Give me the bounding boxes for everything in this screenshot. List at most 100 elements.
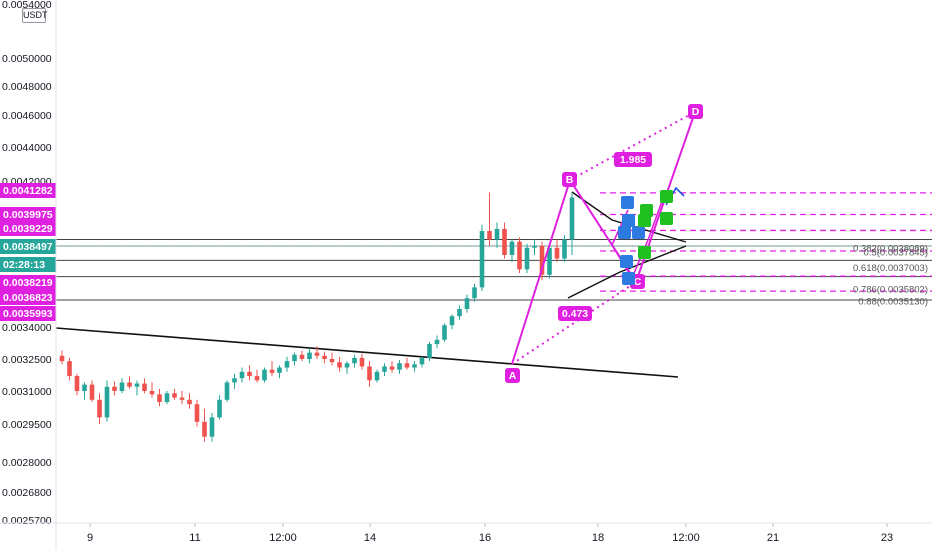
harmonic-pattern: A B C D 0.473 1.985: [505, 104, 703, 383]
candle-body: [119, 382, 125, 391]
x-axis-ticks: 9 11 12:00 14 16 18 12:00 21 23: [87, 523, 893, 544]
candle-body: [502, 228, 507, 255]
candle-body: [127, 382, 132, 387]
candle-body: [509, 241, 515, 255]
y-tick-label: 0.0028000: [2, 457, 52, 469]
candle-body: [562, 239, 567, 259]
candle-body: [59, 355, 65, 362]
pattern-marker: [660, 190, 673, 203]
fibonacci-levels: 0.382(0.0038089)0.5(0.0037845) 0.618(0.00…: [600, 192, 932, 308]
pattern-marker: [622, 272, 635, 285]
candle-body: [194, 404, 200, 422]
candle-body: [232, 378, 237, 383]
wedge-lower-line: [567, 245, 687, 299]
price-tag-box: [0, 183, 56, 198]
candle-body: [67, 361, 72, 377]
candle-body: [314, 352, 320, 356]
candle-body: [217, 399, 222, 418]
pattern-marker: [638, 214, 651, 227]
y-tick-label: 0.0034000: [2, 322, 52, 334]
x-tick-label: 12:00: [672, 532, 700, 544]
price-tag-box: [0, 221, 56, 236]
candle-body: [247, 371, 252, 377]
x-tick-label: 21: [767, 532, 779, 544]
candle-body: [457, 308, 462, 317]
candlestick-series: [59, 192, 575, 442]
pattern-marker: [632, 226, 645, 239]
candle-body: [442, 325, 447, 340]
y-tick-label: 0.0032500: [2, 354, 52, 366]
y-tick-label: 0.0050000: [2, 53, 52, 65]
y-tick-label: 0.0026800: [2, 487, 52, 499]
pattern-marker: [622, 214, 635, 227]
candle-body: [269, 369, 275, 373]
price-tag-label: 0.0035993: [3, 308, 53, 320]
x-tick-label: 9: [87, 532, 93, 544]
candle-body: [374, 371, 380, 381]
descending-trendline: [55, 327, 679, 378]
fib-level-label: 0.88(0.0035130): [858, 297, 928, 308]
candle-body: [532, 245, 537, 248]
y-tick-label: 0.0054000: [2, 0, 52, 11]
candle-body: [82, 384, 87, 391]
y-tick-label: 0.0029500: [2, 419, 52, 431]
candle-body: [569, 197, 575, 240]
candle-body: [389, 366, 395, 370]
pattern-point-b: B: [566, 174, 574, 186]
candle-body: [97, 399, 102, 418]
x-tick-label: 18: [592, 532, 604, 544]
pattern-marker: [621, 196, 634, 209]
candle-body: [382, 366, 387, 372]
candle-body: [472, 287, 477, 299]
candle-body: [104, 386, 110, 418]
candle-body: [539, 245, 545, 275]
ratio-label-ac-badge: [558, 306, 592, 321]
candle-body: [517, 241, 522, 270]
candle-body: [352, 357, 357, 364]
candle-body: [299, 354, 305, 359]
candle-body: [277, 367, 282, 373]
candle-body: [157, 394, 162, 402]
candle-body: [479, 231, 485, 288]
candle-body: [337, 362, 342, 368]
price-tag-label: 0.0038497: [3, 241, 53, 253]
ratio-label-ac: 0.473: [562, 308, 588, 320]
candle-body: [307, 352, 312, 359]
candle-body: [239, 371, 245, 379]
pattern-marker: [660, 212, 673, 225]
candle-body: [554, 247, 560, 259]
y-tick-label: 0.0046000: [2, 110, 52, 122]
pattern-marker: [640, 204, 653, 217]
price-tag-label: 0.0041282: [3, 185, 53, 197]
pattern-point-d: D: [692, 106, 700, 118]
fib-level-label: 0.618(0.0037003): [853, 263, 928, 274]
pattern-point-d-badge: [688, 104, 703, 119]
candle-body: [187, 399, 192, 405]
candle-body: [487, 231, 492, 240]
x-tick-label: 23: [881, 532, 893, 544]
y-tick-label: 0.0044000: [2, 142, 52, 154]
grid-lines: [56, 239, 932, 301]
candle-body: [89, 384, 95, 400]
candle-body: [344, 363, 350, 368]
candle-body: [322, 355, 327, 359]
candle-body: [224, 382, 230, 400]
candle-body: [164, 393, 170, 402]
candle-body: [254, 376, 260, 381]
candle-body: [329, 359, 335, 363]
ac-ratio-line: [511, 281, 637, 365]
pattern-marker: [618, 226, 631, 239]
candle-body: [149, 391, 155, 395]
price-tag-label: 0.0039975: [3, 209, 53, 221]
pattern-point-c: C: [634, 276, 642, 288]
candle-body: [74, 376, 80, 391]
price-tag-label: 0.0038219: [3, 277, 53, 289]
candle-body: [404, 363, 410, 368]
price-tag-box: [0, 290, 56, 305]
price-tag-box: [0, 257, 56, 272]
price-tag-label: 02:28:13: [3, 259, 45, 271]
x-tick-label: 14: [364, 532, 376, 544]
candle-body: [449, 316, 455, 326]
x-tick-label: 11: [189, 532, 200, 544]
